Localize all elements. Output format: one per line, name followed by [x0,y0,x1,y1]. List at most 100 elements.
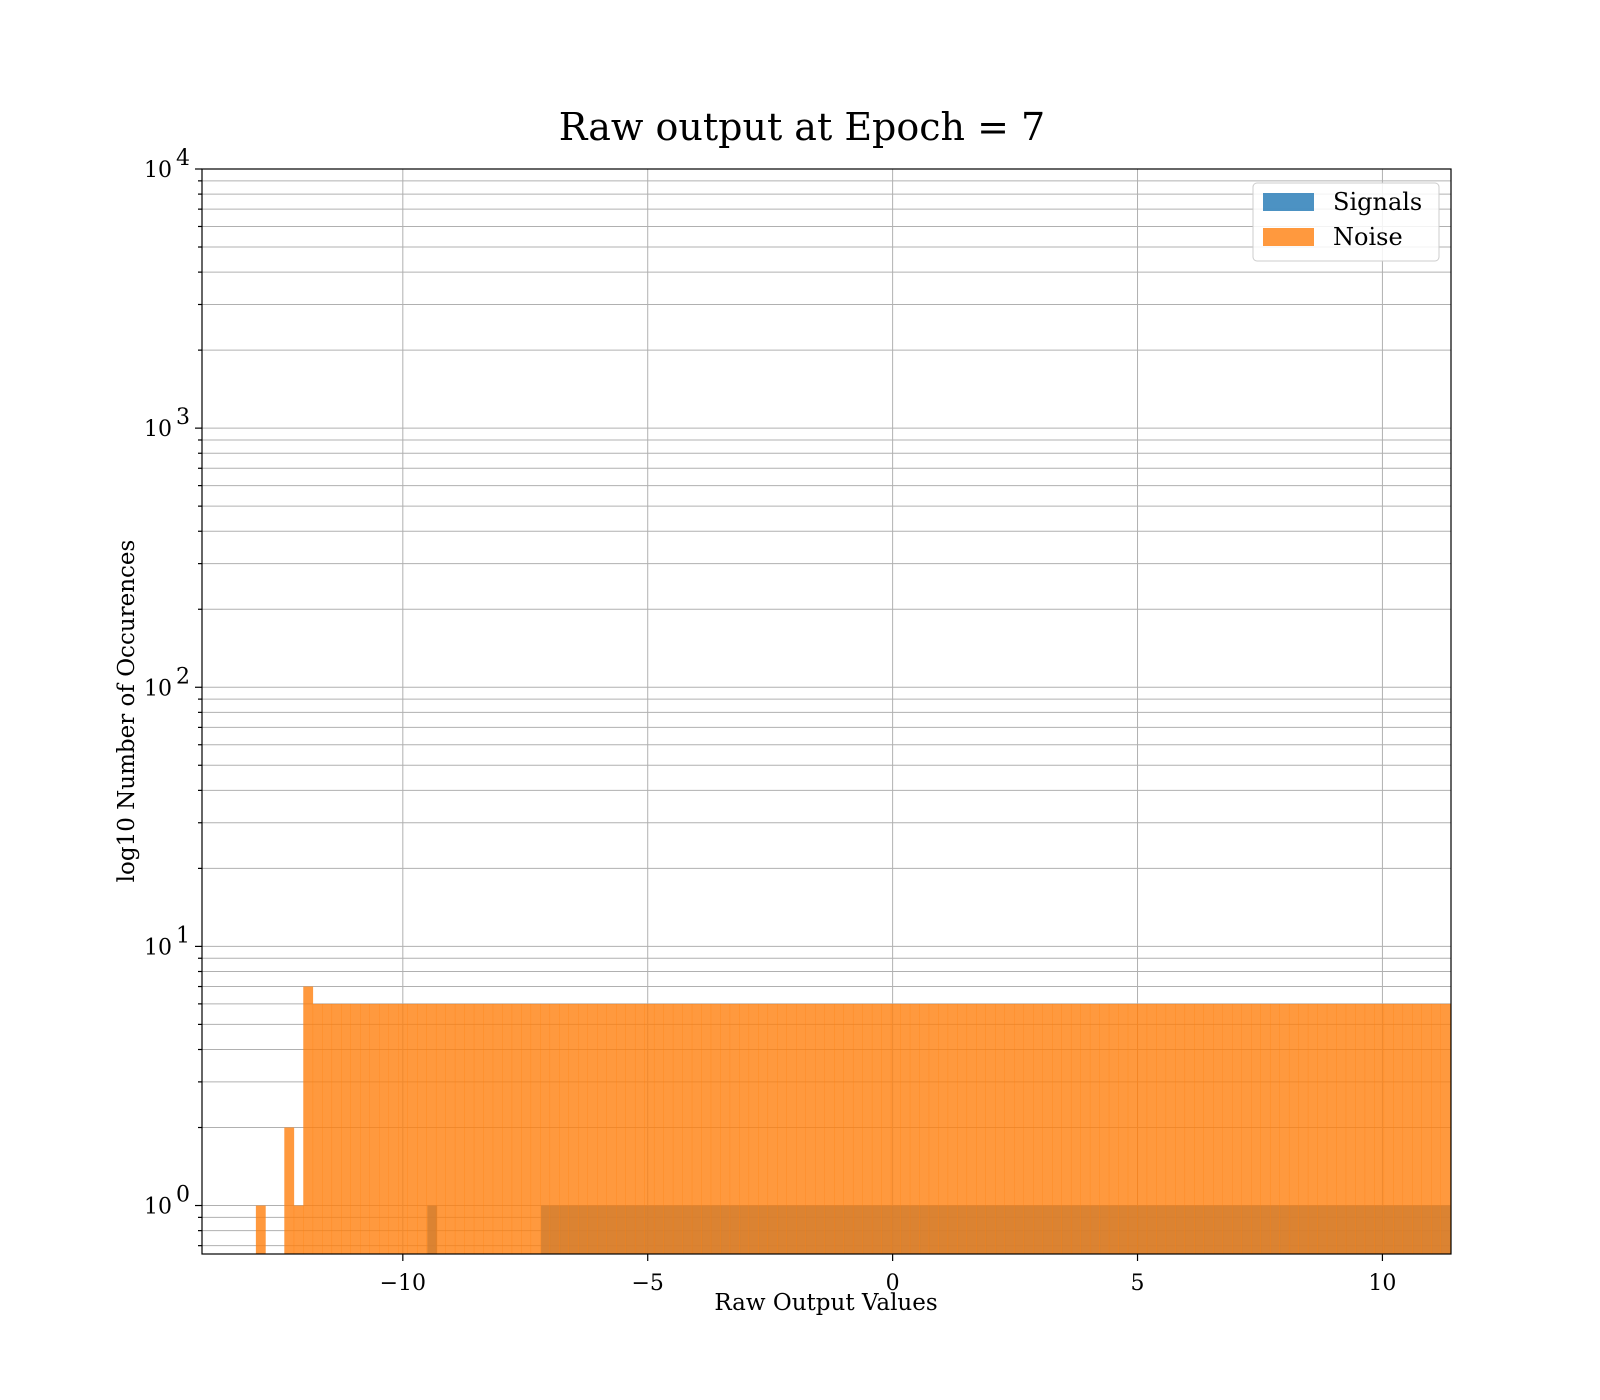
histogram-bar [1421,1003,1432,1254]
histogram-bar [559,1003,569,1254]
histogram-bar [682,1003,693,1254]
histogram-bar [995,1003,1005,1254]
histogram-bar [815,1003,825,1254]
histogram-bar [777,1003,787,1254]
histogram-bar [293,1205,304,1254]
y-axis-label: log10 Number of Occurences [114,540,140,883]
histogram-bar [900,1003,911,1254]
histogram-bar [1412,1003,1422,1254]
histogram-bar [805,1003,816,1254]
legend-swatch-signals [1263,193,1314,211]
histogram-bar [341,1003,352,1254]
histogram-bar [976,1003,987,1254]
histogram-bar [568,1003,579,1254]
y-tick-label: 10 [144,158,172,183]
histogram-bars [255,986,1452,1254]
histogram-bar [919,1003,930,1254]
histogram-bar [1052,1003,1062,1254]
x-axis-label: Raw Output Values [714,1290,937,1316]
histogram-bar [729,1003,740,1254]
histogram-bar [322,1003,333,1254]
histogram-bar [511,1003,522,1254]
histogram-bar [1033,1003,1043,1254]
histogram-bar [1165,1003,1176,1254]
histogram-bar [1298,1003,1309,1254]
histogram-bar [928,1003,939,1254]
series-noise [255,986,1452,1254]
y-tick-label-exponent: 0 [176,1183,190,1208]
y-tick-label-exponent: 2 [176,664,190,689]
histogram-bar [1146,1003,1157,1254]
histogram-bar [521,1003,532,1254]
histogram-bar [1127,1003,1138,1254]
y-tick-label: 10 [144,935,172,960]
histogram-bar [388,1003,399,1254]
histogram-bar [1279,1003,1290,1254]
histogram-bar [483,1003,494,1254]
histogram-bar [1222,1003,1233,1254]
histogram-bar [1070,1003,1081,1254]
histogram-bar [1108,1003,1119,1254]
histogram-bar [691,1003,702,1254]
x-tick-label: −5 [632,1271,664,1296]
histogram-bar [653,1003,664,1254]
histogram-bar [1241,1003,1252,1254]
histogram-bar [530,1003,541,1254]
histogram-bar [1042,1003,1053,1254]
legend: Signals Noise [1252,182,1440,262]
histogram-bar [369,1003,380,1254]
y-tick-label-exponent: 3 [176,405,190,430]
histogram-bar [407,1003,418,1254]
histogram-bar [843,1003,854,1254]
histogram-bar [786,1003,797,1254]
legend-label-noise: Noise [1333,223,1403,251]
histogram-bar [540,1003,551,1254]
y-tick-label: 10 [144,417,172,442]
histogram-bar [1440,1003,1451,1254]
histogram-bar [720,1003,731,1254]
histogram-bar [1023,1003,1034,1254]
histogram-bar [426,1003,437,1254]
histogram-bar [331,1003,342,1254]
histogram-bar [852,1003,863,1254]
histogram-bar [957,1003,968,1254]
legend-swatch-noise [1263,228,1314,246]
x-tick-label: 5 [1131,1271,1145,1296]
histogram-bar [464,1003,475,1254]
histogram-bar [445,1003,456,1254]
histogram-bar [454,1003,465,1254]
histogram-bar [502,1003,513,1254]
x-tick-label: −10 [380,1271,426,1296]
histogram-bar [549,1003,560,1254]
histogram-bar [587,1003,598,1254]
histogram-bar [1004,1003,1015,1254]
histogram-bar [473,1003,484,1254]
histogram-bar [672,1003,683,1254]
histogram-bar [360,1003,370,1254]
histogram-bar [492,1003,503,1254]
histogram-bar [1383,1003,1394,1254]
histogram-bar [739,1003,750,1254]
histogram-bar [303,986,314,1254]
histogram-bar [379,1003,389,1254]
histogram-bar [824,1003,835,1254]
histogram-bar [1402,1003,1413,1254]
histogram-bar [938,1003,949,1254]
histogram-bar [1355,1003,1366,1254]
x-tick-label: 0 [886,1271,900,1296]
histogram-bar [1431,1003,1441,1254]
histogram-bar [1393,1003,1404,1254]
histogram-bar [312,1003,323,1254]
y-tick-label-exponent: 1 [176,923,190,948]
histogram-bar [616,1003,626,1254]
histogram-bar [909,1003,920,1254]
histogram-bar [1099,1003,1110,1254]
histogram-bar [890,1003,901,1254]
histogram-bar [1080,1003,1091,1254]
histogram-bar [1203,1003,1214,1254]
histogram-bar [796,1003,806,1254]
histogram-bar [767,1003,778,1254]
histogram-bar [1184,1003,1195,1254]
histogram-bar [1288,1003,1299,1254]
